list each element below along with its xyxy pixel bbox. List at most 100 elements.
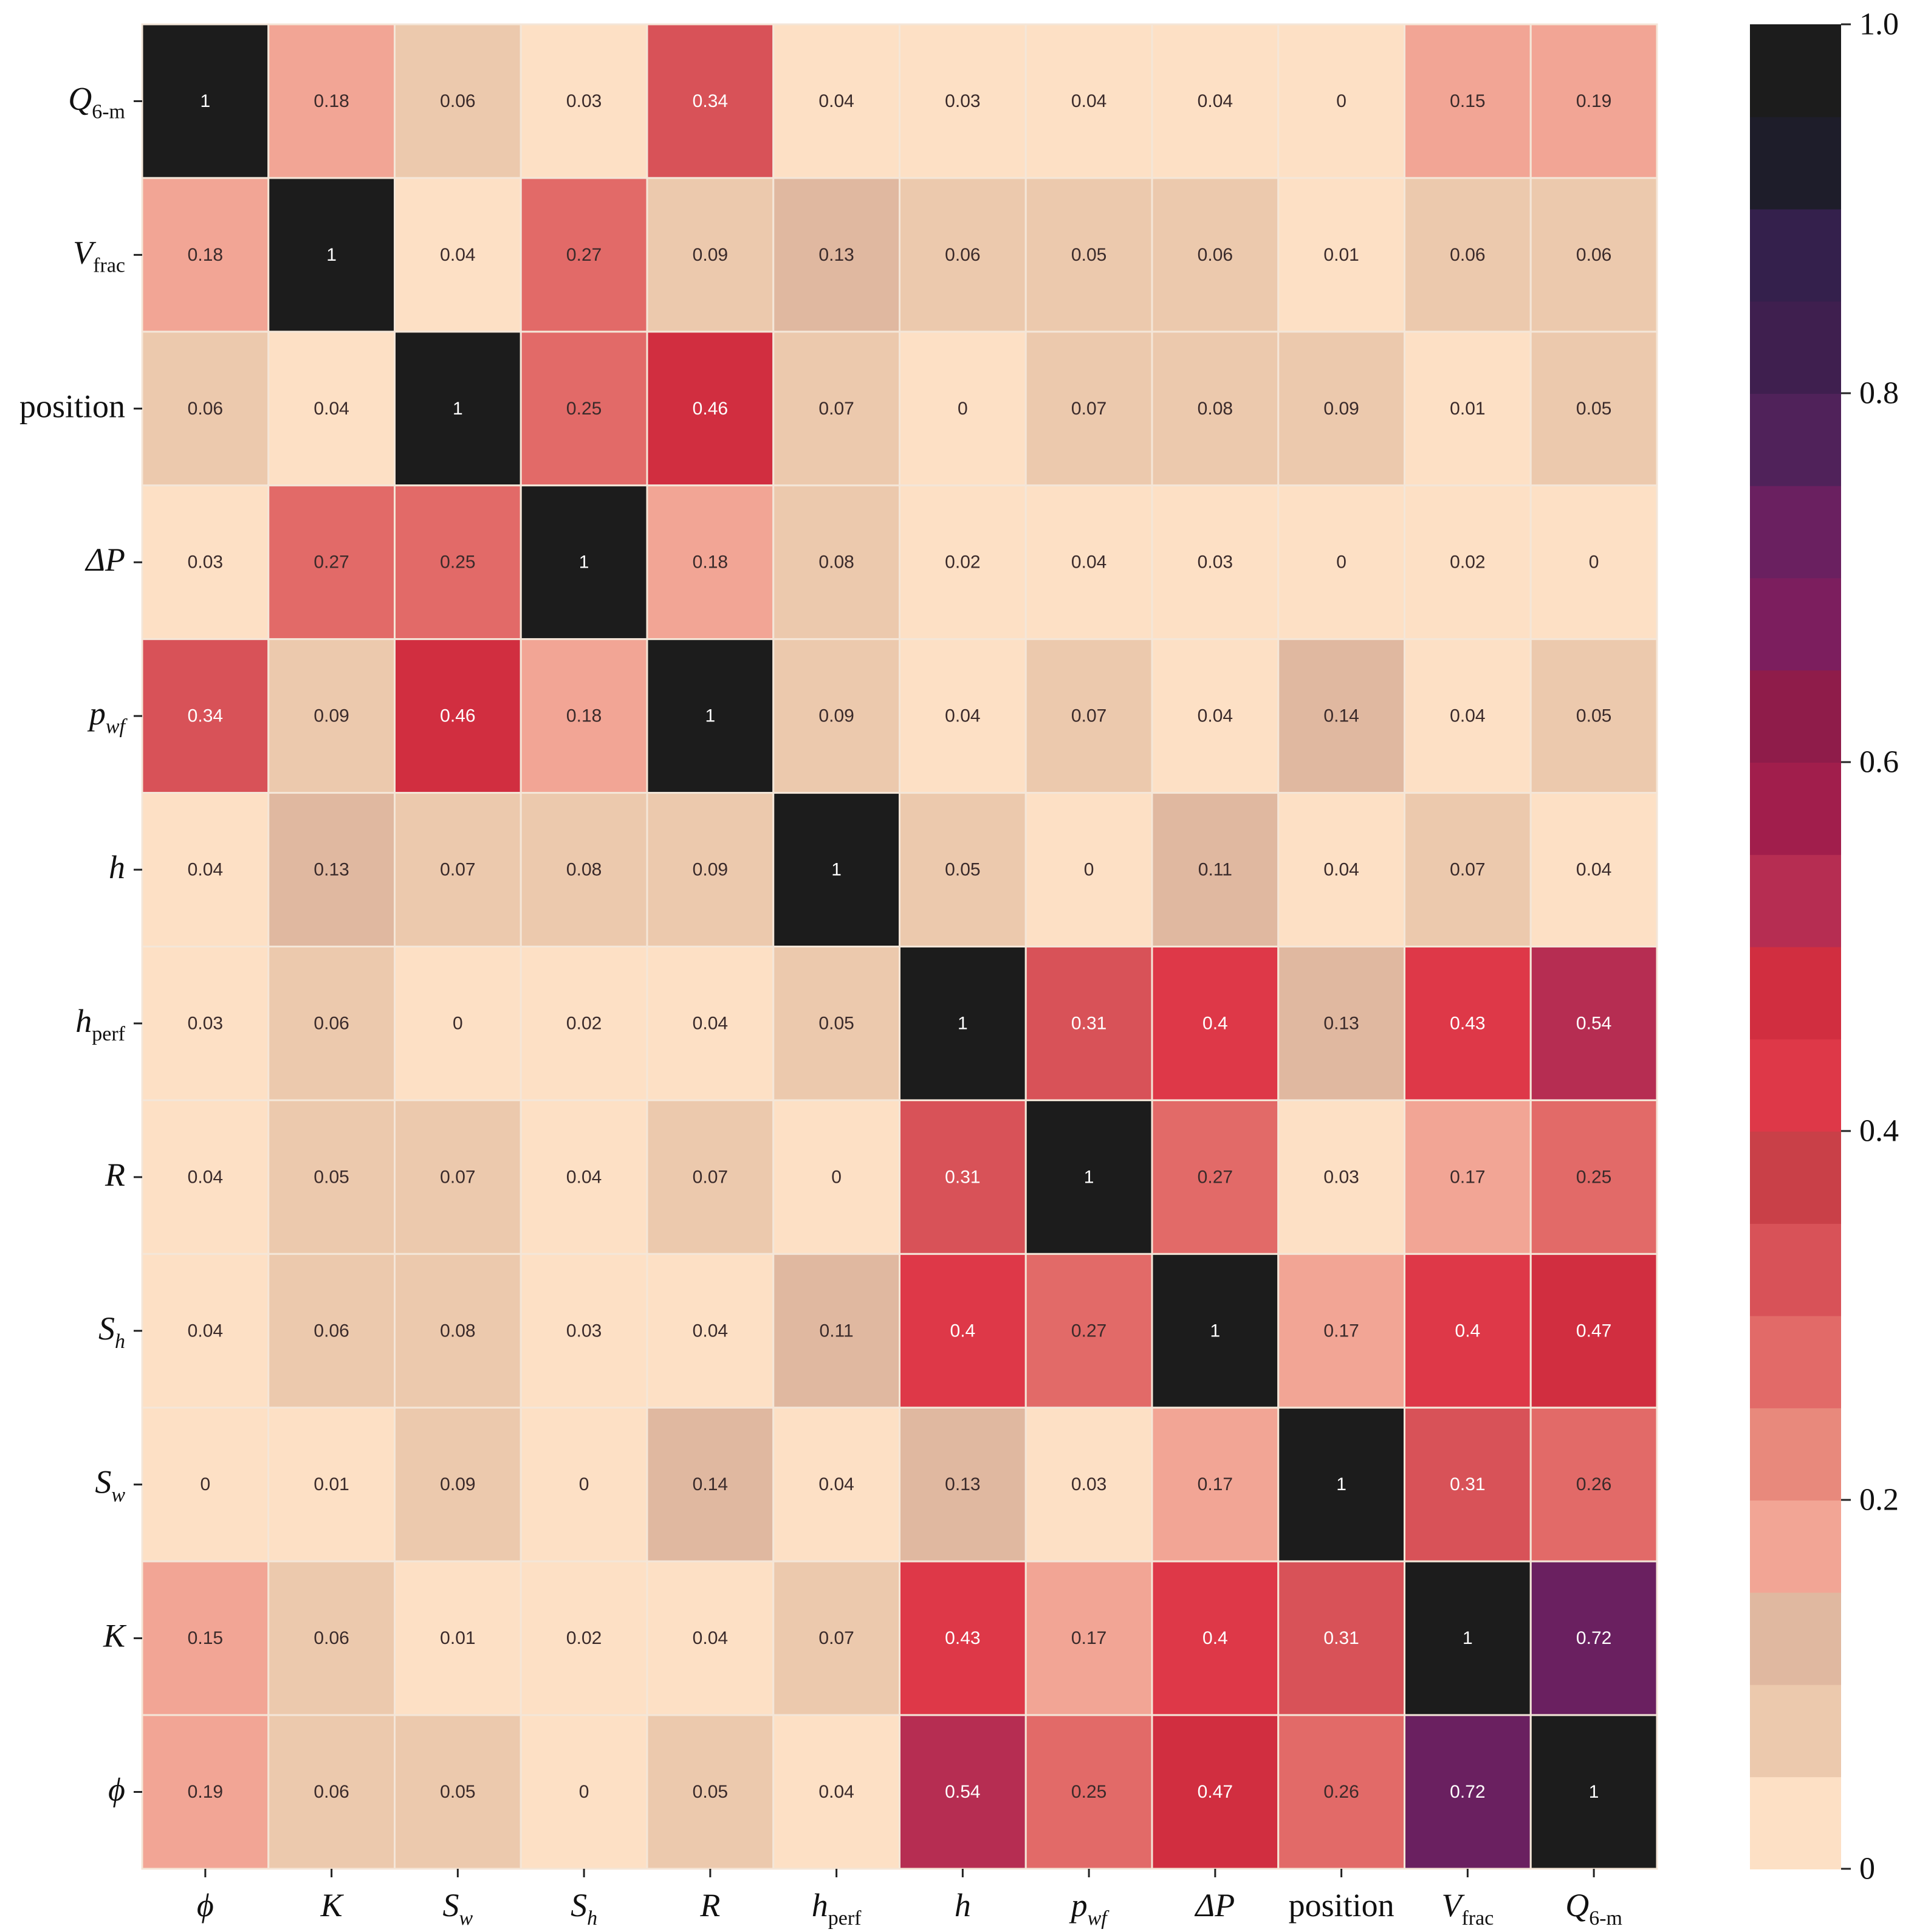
tick-label-subscript: frac — [93, 254, 125, 277]
colorbar-tick-label: 0.6 — [1859, 745, 1899, 780]
heatmap-cell — [1151, 1560, 1280, 1716]
heatmap-cell — [520, 177, 648, 333]
tick-label: pwf — [1069, 1887, 1110, 1930]
heatmap-cell — [1404, 1099, 1532, 1255]
heatmap-cell — [899, 331, 1027, 487]
cell-value-label: 0 — [453, 1013, 463, 1033]
tick-label: K — [320, 1887, 345, 1923]
tick-label: ΔP — [84, 541, 125, 578]
heatmap-cell — [1024, 638, 1153, 794]
cell-value-label: 0.13 — [818, 245, 854, 265]
cell-value-label: 0.01 — [440, 1628, 475, 1648]
tick-label-main: K — [103, 1618, 127, 1654]
cell-value-label: 0 — [1084, 860, 1094, 880]
heatmap-cell — [1024, 177, 1153, 333]
tick-label: position — [1289, 1887, 1394, 1923]
cell-value-label: 0.04 — [818, 91, 854, 111]
cell-value-label: 0.03 — [188, 552, 223, 572]
cell-value-label: 0.07 — [818, 399, 854, 419]
heatmap-cell — [646, 177, 775, 333]
cell-value-label: 1 — [705, 706, 716, 726]
cell-value-label: 0.02 — [1450, 552, 1485, 572]
tick-label: ϕ — [108, 1772, 125, 1808]
cell-value-label: 0.26 — [1576, 1474, 1611, 1494]
heatmap-cell — [1151, 484, 1280, 641]
colorbar-segment — [1750, 1223, 1841, 1316]
heatmap-cell — [772, 1253, 900, 1409]
cell-value-label: 0.46 — [440, 706, 475, 726]
heatmap-cell — [1277, 1406, 1405, 1562]
cell-value-label: 0.03 — [1323, 1167, 1359, 1187]
heatmap-cell — [267, 1406, 396, 1562]
heatmap-cell — [267, 946, 396, 1101]
tick-label: Sw — [443, 1887, 473, 1930]
tick-label: ΔP — [1195, 1887, 1235, 1923]
cell-value-label: 0.18 — [566, 706, 602, 726]
heatmap-cell — [1151, 177, 1280, 333]
cell-value-label: 0.07 — [440, 1167, 475, 1187]
heatmap-cell — [899, 792, 1027, 948]
tick-label-main: position — [19, 388, 125, 424]
heatmap-cell — [520, 1099, 648, 1255]
colorbar-segment — [1750, 577, 1841, 671]
heatmap-cell — [1277, 946, 1405, 1101]
cell-value-label: 0 — [1589, 552, 1599, 572]
cell-value-label: 0.18 — [188, 245, 223, 265]
cell-value-label: 0.09 — [1323, 399, 1359, 419]
cell-value-label: 0.46 — [693, 399, 728, 419]
cell-value-label: 0.4 — [1202, 1628, 1228, 1648]
cell-value-label: 0.17 — [1323, 1321, 1359, 1341]
cell-value-label: 0.04 — [693, 1321, 728, 1341]
heatmap-cell — [1404, 177, 1532, 333]
heatmap-cell — [394, 638, 522, 794]
cell-value-label: 0.03 — [566, 91, 602, 111]
cell-value-label: 0.02 — [566, 1013, 602, 1033]
cell-value-label: 0.03 — [188, 1013, 223, 1033]
cell-value-label: 0.54 — [945, 1782, 980, 1802]
heatmap-cell — [520, 484, 648, 641]
tick-label-subscript: h — [587, 1907, 597, 1930]
cell-value-label: 0.04 — [1450, 706, 1485, 726]
heatmap-cell — [646, 638, 775, 794]
tick-label: Q6-m — [1565, 1887, 1622, 1930]
heatmap-cell — [1277, 1714, 1405, 1870]
cell-value-label: 0.04 — [188, 1167, 223, 1187]
cell-value-label: 0.31 — [1450, 1474, 1485, 1494]
tick-label-main: ΔP — [84, 541, 125, 578]
colorbar-tick-label: 0.2 — [1859, 1483, 1899, 1518]
cell-value-label: 0.34 — [188, 706, 223, 726]
heatmap-cell — [520, 331, 648, 487]
cell-value-label: 1 — [1336, 1474, 1346, 1494]
cell-value-label: 0.31 — [945, 1167, 980, 1187]
heatmap-cell — [141, 1253, 270, 1409]
heatmap-cell — [1024, 1253, 1153, 1409]
colorbar-segment — [1750, 301, 1841, 394]
cell-value-label: 1 — [1589, 1782, 1599, 1802]
cell-value-label: 0.07 — [440, 860, 475, 880]
heatmap-cell — [772, 1714, 900, 1870]
cell-value-label: 0.27 — [566, 245, 602, 265]
heatmap-cell — [1529, 946, 1658, 1101]
heatmap-cell — [394, 1099, 522, 1255]
heatmap-cell — [1277, 1099, 1405, 1255]
cell-value-label: 0.34 — [693, 91, 728, 111]
heatmap-cell — [1529, 177, 1658, 333]
cell-value-label: 0.04 — [818, 1474, 854, 1494]
heatmap-cell — [267, 1560, 396, 1716]
cell-value-label: 0.13 — [314, 860, 349, 880]
cell-value-label: 0 — [201, 1474, 211, 1494]
cell-value-label: 0.03 — [566, 1321, 602, 1341]
heatmap-cell — [394, 331, 522, 487]
tick-label-subscript: wf — [1088, 1907, 1110, 1930]
heatmap-cell — [1404, 1253, 1532, 1409]
cell-value-label: 0.14 — [1323, 706, 1359, 726]
cell-value-label: 0.08 — [1198, 399, 1233, 419]
heatmap-cell — [772, 946, 900, 1101]
heatmap-cell — [141, 946, 270, 1101]
tick-label-main: h — [109, 849, 125, 885]
cell-value-label: 0.05 — [818, 1013, 854, 1033]
heatmap-cell — [1529, 23, 1658, 179]
heatmap-cell — [1024, 1099, 1153, 1255]
colorbar-segment — [1750, 1776, 1841, 1869]
heatmap-cell — [1277, 23, 1405, 179]
